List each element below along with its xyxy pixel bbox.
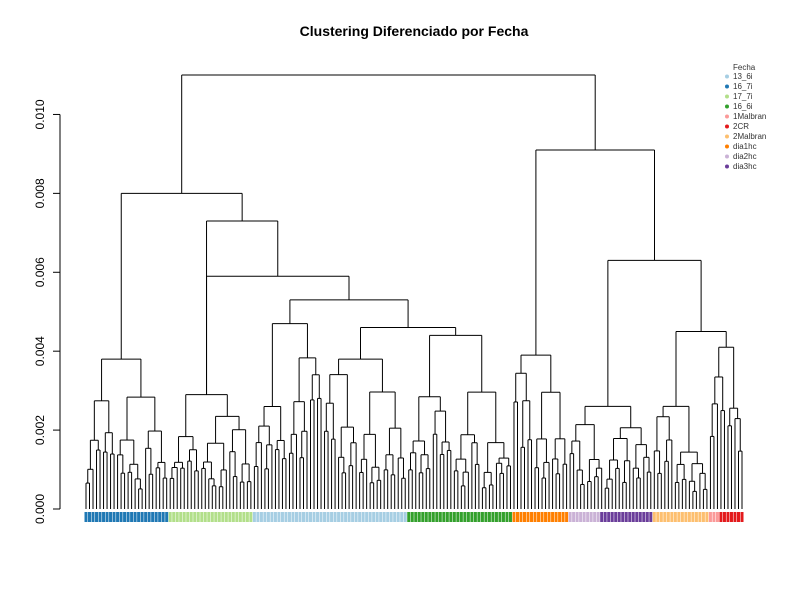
y-axis: 0.000 0.002 0.004 0.006 0.008 0.010 — [33, 99, 61, 524]
y-tick-label: 0.006 — [33, 257, 47, 287]
legend-marker — [725, 144, 729, 149]
legend-item-label: 16_6i — [733, 102, 753, 111]
legend-item-label: 16_7i — [733, 82, 753, 91]
y-tick-label: 0.002 — [33, 415, 47, 445]
y-tick-label: 0.010 — [33, 99, 47, 129]
legend-item-label: dia1hc — [733, 142, 757, 151]
legend-marker — [725, 124, 729, 129]
legend-title: Fecha — [733, 63, 756, 72]
legend-item-label: 13_6i — [733, 72, 753, 81]
legend-item-label: dia3hc — [733, 162, 757, 171]
legend-item-label: dia2hc — [733, 152, 757, 161]
leaf-label-strip — [84, 512, 744, 522]
legend-marker — [725, 154, 729, 159]
legend-marker — [725, 94, 729, 99]
y-tick-label: 0.008 — [33, 178, 47, 208]
legend: Fecha13_6i16_7i17_7i16_6i1Malbran2CR2Mal… — [725, 63, 766, 171]
legend-marker — [725, 84, 729, 89]
legend-marker — [725, 104, 729, 109]
dendrogram-tree — [85, 74, 743, 509]
y-tick-label: 0.004 — [33, 336, 47, 366]
legend-marker — [725, 74, 729, 79]
y-tick-label: 0.000 — [33, 494, 47, 524]
legend-item-label: 17_7i — [733, 92, 753, 101]
legend-item-label: 2Malbran — [733, 132, 766, 141]
legend-marker — [725, 114, 729, 119]
chart-title: Clustering Diferenciado por Fecha — [300, 23, 529, 39]
legend-item-label: 2CR — [733, 122, 749, 131]
legend-marker — [725, 164, 729, 169]
legend-item-label: 1Malbran — [733, 112, 766, 121]
legend-marker — [725, 134, 729, 139]
